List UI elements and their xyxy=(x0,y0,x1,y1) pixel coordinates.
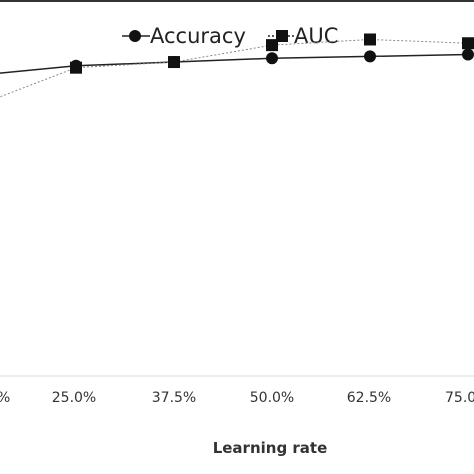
series-line-auc xyxy=(0,38,469,98)
legend-accuracy-marker xyxy=(129,30,141,42)
x-tick-label-0: % xyxy=(0,390,10,406)
x-tick-label-5: 75.0 xyxy=(445,390,474,406)
data-point-auc-4 xyxy=(364,33,376,46)
x-tick-label-3: 50.0% xyxy=(250,390,294,406)
x-tick-label-2: 37.5% xyxy=(152,390,196,406)
data-point-accuracy-4 xyxy=(364,50,376,63)
x-tick-label-1: 25.0% xyxy=(52,390,96,406)
legend: Accuracy AUC xyxy=(122,24,338,48)
legend-auc-label: AUC xyxy=(294,24,338,48)
series-layer xyxy=(0,33,474,98)
data-point-auc-5 xyxy=(462,37,474,50)
data-point-auc-3 xyxy=(266,39,278,52)
x-axis-title: Learning rate xyxy=(213,439,328,457)
legend-accuracy-label: Accuracy xyxy=(150,24,246,48)
x-tick-label-4: 62.5% xyxy=(347,390,391,406)
data-point-auc-1 xyxy=(70,61,82,74)
data-point-accuracy-3 xyxy=(266,52,278,65)
series-line-accuracy xyxy=(0,53,469,74)
x-tick-labels: % 25.0% 37.5% 50.0% 62.5% 75.0 xyxy=(0,390,474,406)
top-border xyxy=(0,0,474,2)
data-point-accuracy-5 xyxy=(462,48,474,61)
data-point-auc-2 xyxy=(168,56,180,69)
legend-auc-marker xyxy=(276,30,288,42)
